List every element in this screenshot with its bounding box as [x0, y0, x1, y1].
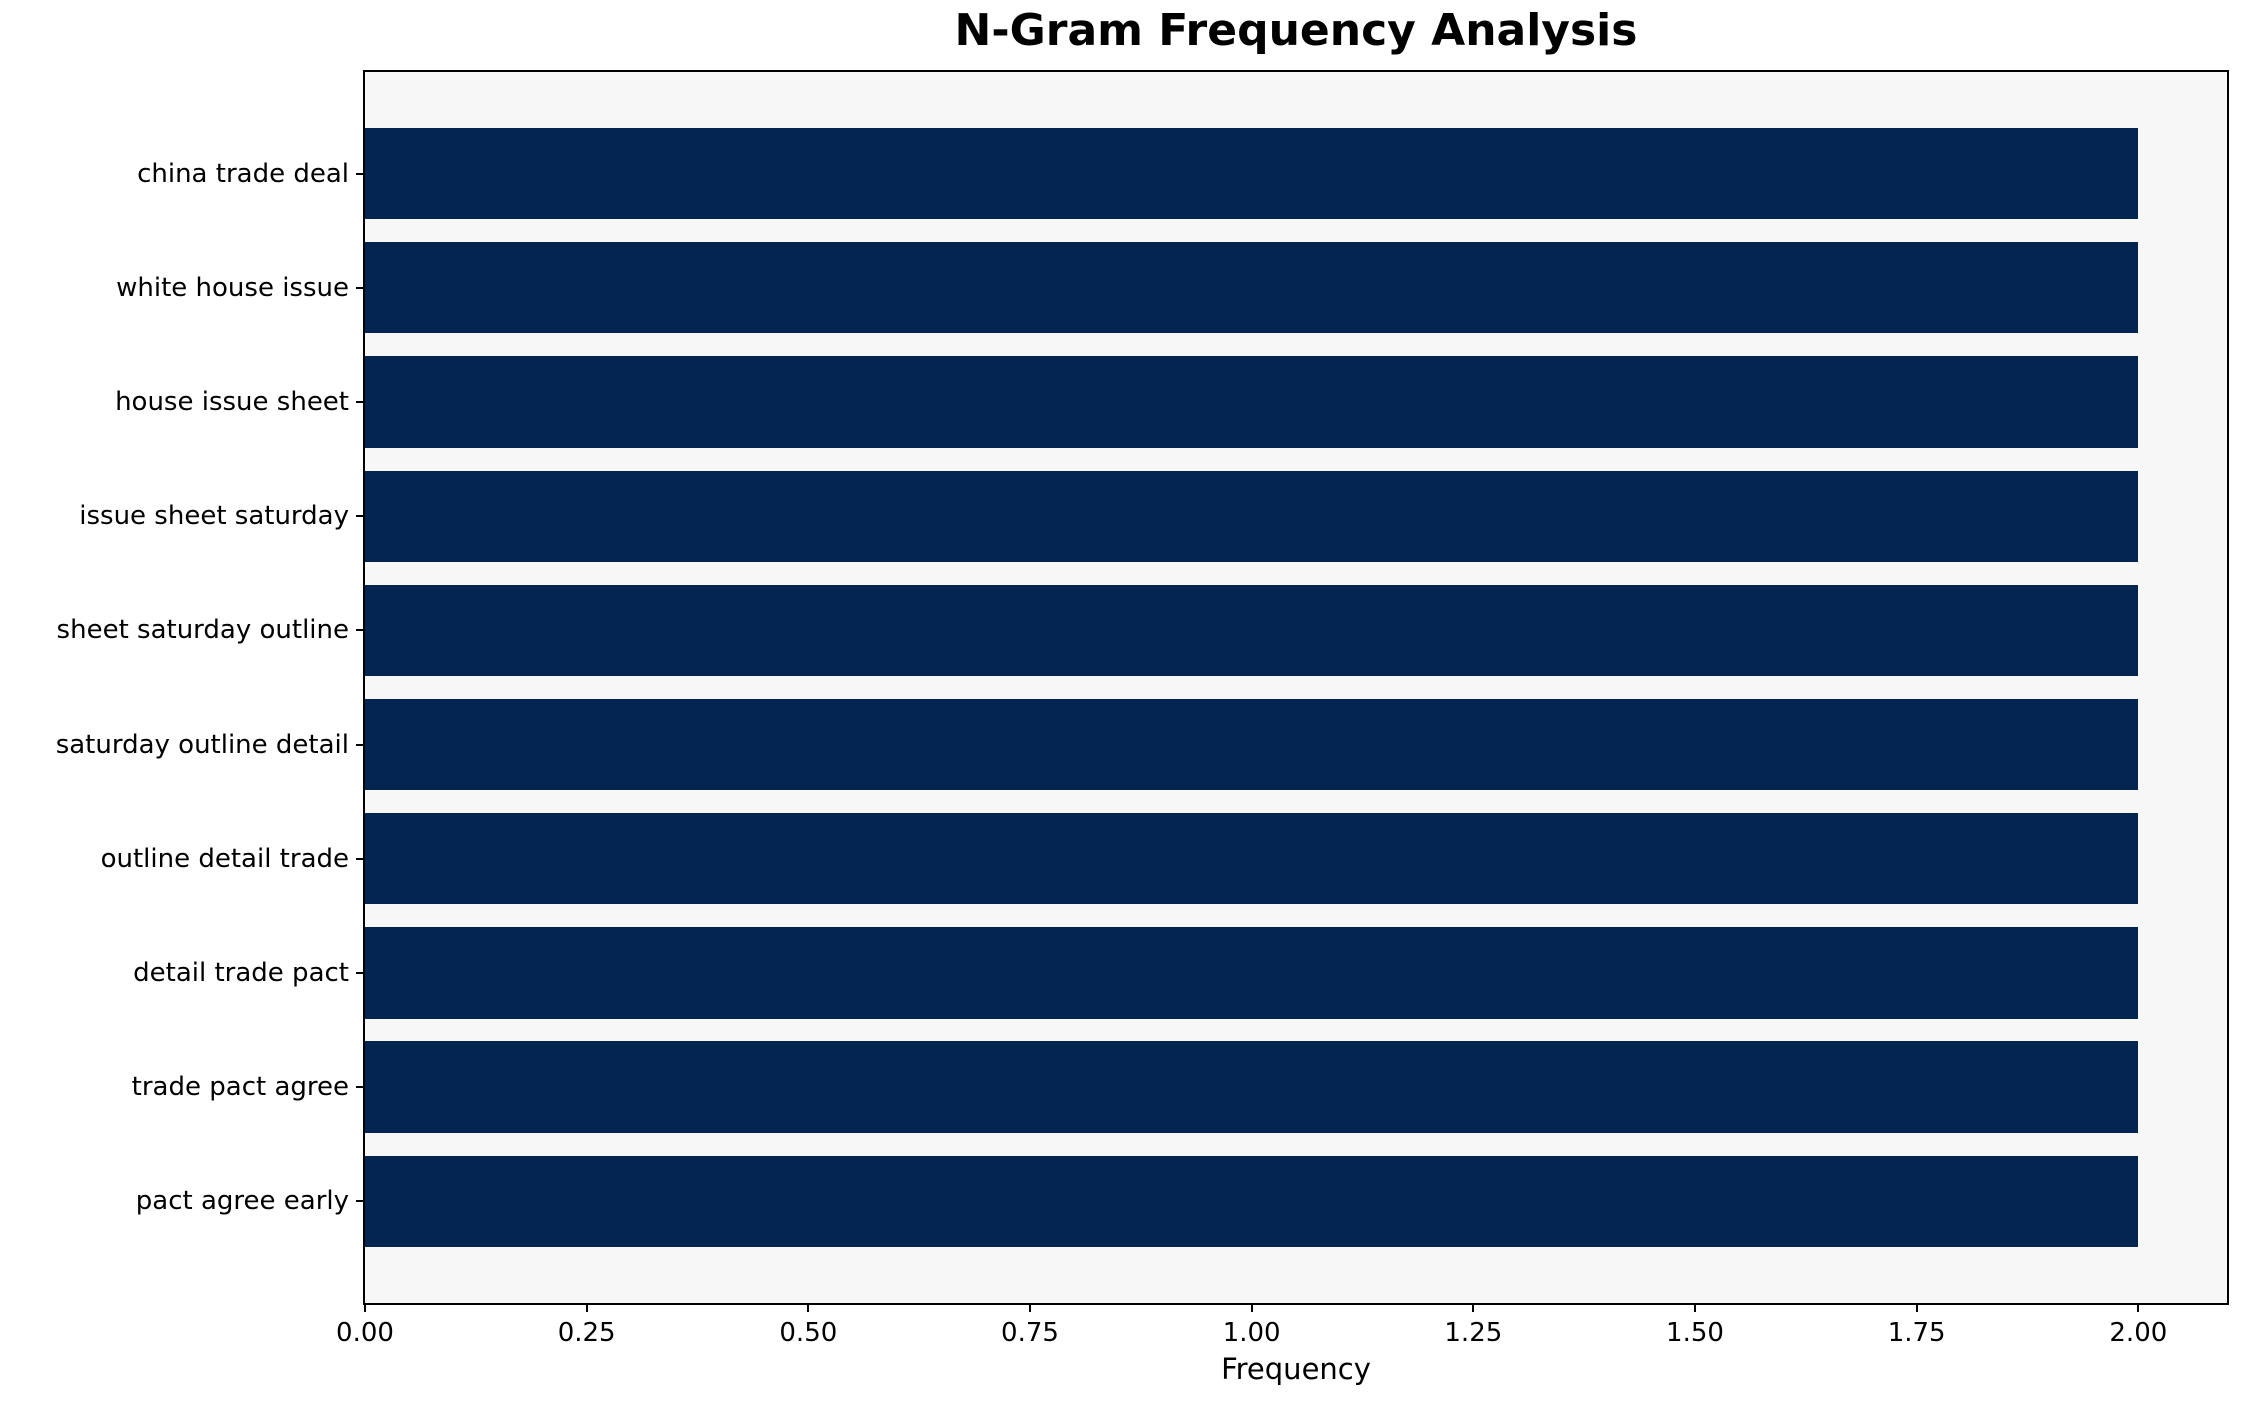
bar	[365, 356, 2139, 448]
bar	[365, 127, 2139, 220]
x-tick-label: 0.75	[1001, 1318, 1059, 1348]
y-tick-mark	[356, 629, 363, 632]
x-tick-mark	[585, 1305, 588, 1312]
x-axis-label: Frequency	[1221, 1352, 1371, 1386]
y-tick-label: trade pact agree	[131, 1072, 349, 1103]
x-tick-mark	[1472, 1305, 1475, 1312]
y-tick-mark	[356, 857, 363, 860]
bar	[365, 242, 2139, 334]
y-tick-mark	[356, 743, 363, 746]
x-tick-label: 0.00	[336, 1318, 394, 1348]
y-tick-label: saturday outline detail	[55, 729, 349, 760]
y-tick-mark	[356, 515, 363, 518]
bar	[365, 1041, 2139, 1133]
x-tick-mark	[807, 1305, 810, 1312]
y-tick-mark	[356, 1200, 363, 1203]
x-tick-mark	[1029, 1305, 1031, 1312]
x-tick-mark	[1250, 1305, 1253, 1312]
y-tick-label: issue sheet saturday	[79, 501, 349, 532]
y-tick-mark	[356, 172, 363, 175]
chart-title: N-Gram Frequency Analysis	[954, 5, 1638, 56]
x-tick-label: 0.25	[557, 1318, 616, 1348]
bar	[365, 1155, 2139, 1248]
x-tick-mark	[364, 1305, 366, 1312]
x-tick-mark	[1694, 1305, 1696, 1312]
y-tick-label: pact agree early	[135, 1186, 349, 1217]
x-tick-mark	[2137, 1305, 2140, 1312]
x-tick-label: 1.75	[1887, 1318, 1946, 1348]
y-tick-label: house issue sheet	[115, 387, 349, 418]
bar	[365, 470, 2139, 562]
y-tick-label: sheet saturday outline	[56, 615, 349, 646]
y-tick-label: china trade deal	[137, 158, 349, 189]
bar	[365, 698, 2139, 791]
bar	[365, 927, 2139, 1019]
y-tick-mark	[356, 1086, 363, 1089]
x-tick-label: 1.00	[1222, 1318, 1281, 1348]
y-tick-label: white house issue	[116, 272, 349, 303]
x-tick-label: 0.50	[779, 1318, 838, 1348]
plot-area: china trade deal white house issue house i…	[56, 70, 2229, 1347]
y-tick-label: outline detail trade	[100, 843, 349, 874]
y-tick-mark	[356, 286, 363, 289]
x-tick-label: 2.00	[2109, 1318, 2168, 1348]
bar	[365, 584, 2139, 677]
bar	[365, 813, 2139, 905]
y-tick-mark	[356, 401, 363, 404]
x-tick-mark	[1915, 1305, 1918, 1312]
y-tick-label: detail trade pact	[133, 957, 349, 988]
x-tick-label: 1.50	[1666, 1318, 1724, 1348]
y-tick-mark	[356, 971, 363, 974]
x-tick-label: 1.25	[1444, 1318, 1503, 1348]
